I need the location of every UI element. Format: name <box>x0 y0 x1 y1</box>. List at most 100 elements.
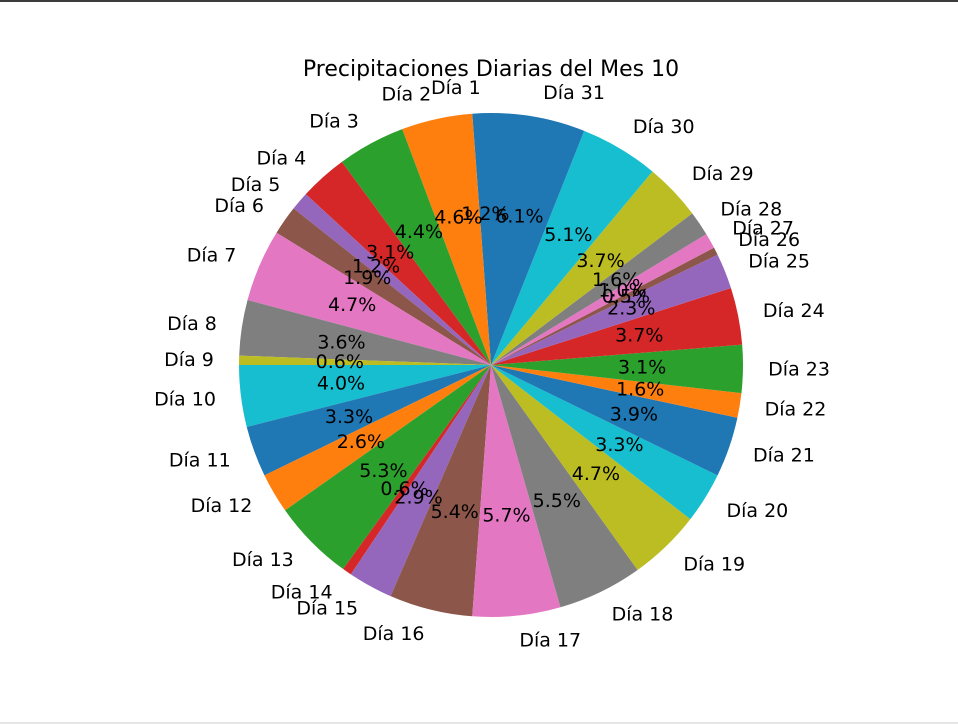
slice-label: Día 28 <box>720 198 782 220</box>
slice-label: Día 6 <box>214 195 264 217</box>
slice-label: Día 24 <box>763 300 825 322</box>
percent-label: 4.4% <box>395 221 443 243</box>
percent-label: 0.5% <box>602 286 650 308</box>
slice-label: Día 7 <box>187 244 237 266</box>
slice-label: Día 23 <box>768 358 830 380</box>
percent-label: 5.1% <box>544 224 592 246</box>
percent-label: 3.3% <box>595 434 643 456</box>
pie-slice <box>343 365 491 575</box>
figure-top-border <box>0 0 958 2</box>
slice-label: Día 5 <box>231 174 281 196</box>
pie-slice <box>491 365 738 476</box>
pie-slice <box>491 288 743 365</box>
percent-label: 5.4% <box>431 501 479 523</box>
slice-label: Día 31 <box>543 82 605 104</box>
pie-slice <box>491 130 653 365</box>
slice-label: Día 30 <box>633 116 695 138</box>
pie-slice <box>264 365 491 511</box>
pie-slice <box>491 365 718 520</box>
pie-slice <box>472 365 561 617</box>
pie-slice <box>293 194 491 365</box>
percent-label: 4.6% <box>434 206 482 228</box>
pie-slice <box>491 234 715 365</box>
chart-title: Precipitaciones Diarias del Mes 10 <box>303 57 679 82</box>
slice-label: Día 18 <box>612 604 674 626</box>
slice-label: Día 16 <box>363 623 425 645</box>
pie-slice <box>341 129 491 365</box>
percent-label: 1.6% <box>616 378 664 400</box>
slice-label: Día 14 <box>271 581 333 603</box>
percent-label: 3.9% <box>610 403 658 425</box>
slice-label: Día 13 <box>232 549 294 571</box>
percent-label: 2.6% <box>337 431 385 453</box>
percent-label: 4.7% <box>572 463 620 485</box>
pie-slice <box>239 365 491 427</box>
percent-label: 2.3% <box>607 298 655 320</box>
pie-slice <box>247 232 491 365</box>
pie-slice <box>491 365 638 608</box>
percent-label: 3.7% <box>576 250 624 272</box>
pie-slice <box>491 113 585 365</box>
percent-label: 4.7% <box>328 294 376 316</box>
slice-label: Día 22 <box>765 399 827 421</box>
pie-slice <box>276 208 491 365</box>
slice-label: Día 21 <box>753 444 815 466</box>
pie-slice <box>239 300 491 365</box>
pie-slice <box>390 365 491 617</box>
slice-label: Día 20 <box>726 500 788 522</box>
percent-label: 1.0% <box>598 279 646 301</box>
pie-slice <box>491 365 691 570</box>
percent-label: 3.6% <box>317 332 365 354</box>
slice-label: Día 12 <box>191 495 253 517</box>
slice-label: Día 2 <box>382 83 432 105</box>
slice-label: Día 10 <box>154 388 216 410</box>
slice-label: Día 29 <box>692 163 754 185</box>
pie-slice <box>402 113 491 365</box>
percent-label: 3.1% <box>618 356 666 378</box>
slice-label: Día 9 <box>164 349 214 371</box>
percent-label: 5.3% <box>359 460 407 482</box>
percent-label: 2.9% <box>394 487 442 509</box>
slice-label: Día 27 <box>732 217 794 239</box>
slice-label: Día 25 <box>748 251 810 273</box>
percent-label: 3.7% <box>615 325 663 347</box>
percent-label: 3.1% <box>366 241 414 263</box>
percent-label: 1.9% <box>343 267 391 289</box>
percent-label: 1.2% <box>461 203 509 225</box>
pie-slice <box>491 344 744 394</box>
percent-label: 3.3% <box>325 406 373 428</box>
slice-label: Día 11 <box>169 449 231 471</box>
pie-slice <box>285 365 491 570</box>
pie-slice <box>491 213 707 365</box>
slice-label: Día 17 <box>519 630 581 652</box>
pie-slice <box>491 254 731 365</box>
slice-label: Día 1 <box>431 77 481 99</box>
pie-slices <box>239 113 744 617</box>
percent-label: 5.5% <box>533 490 581 512</box>
pie-slice <box>305 161 491 365</box>
percent-label: 4.0% <box>317 373 365 395</box>
pie-slice <box>350 365 491 597</box>
pie-slice <box>239 355 491 365</box>
pie-slice <box>491 171 693 365</box>
slice-label: Día 4 <box>257 147 307 169</box>
percent-label: 0.6% <box>380 478 428 500</box>
pie-slice <box>491 365 742 418</box>
pie-slice <box>246 365 491 476</box>
percent-label: 6.1% <box>495 206 543 228</box>
slice-label: Día 26 <box>738 229 800 251</box>
slice-label: Día 3 <box>309 110 359 132</box>
percent-label: 0.6% <box>316 351 364 373</box>
percent-label: 1.2% <box>352 256 400 278</box>
percent-label: 1.6% <box>592 269 640 291</box>
slice-label: Día 8 <box>167 313 217 335</box>
percent-label: 5.7% <box>482 504 530 526</box>
slice-label: Día 19 <box>683 554 745 576</box>
pie-slice <box>491 247 718 365</box>
figure-bottom-border <box>0 722 958 724</box>
pie-slice <box>472 113 491 365</box>
slice-label: Día 15 <box>296 597 358 619</box>
percent-labels: 1.2%4.6%4.4%3.1%1.2%1.9%4.7%3.6%0.6%4.0%… <box>316 203 667 527</box>
